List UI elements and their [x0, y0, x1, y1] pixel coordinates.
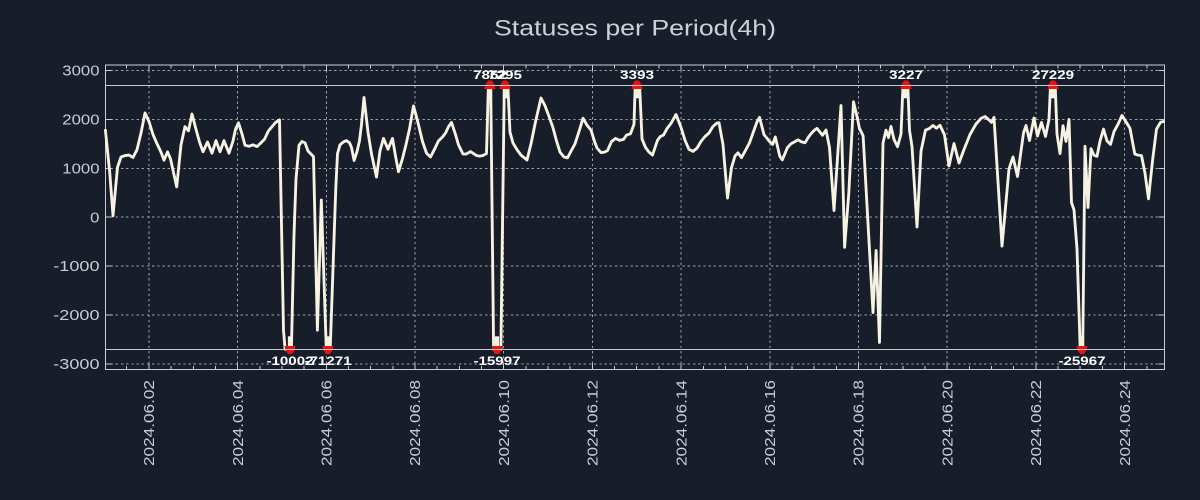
svg-text:0: 0: [90, 210, 99, 226]
svg-text:2024.06.22: 2024.06.22: [1029, 380, 1045, 466]
svg-text:2024.06.16: 2024.06.16: [763, 380, 779, 466]
svg-text:2024.06.24: 2024.06.24: [1118, 380, 1134, 466]
svg-text:-10002: -10002: [267, 354, 314, 368]
svg-text:27229: 27229: [1032, 68, 1074, 82]
svg-text:2024.06.20: 2024.06.20: [940, 380, 956, 466]
svg-text:-71271: -71271: [305, 354, 352, 368]
svg-text:-3000: -3000: [53, 357, 99, 373]
svg-text:-1000: -1000: [53, 259, 99, 275]
svg-text:3000: 3000: [62, 64, 99, 80]
svg-text:Statuses per Period(4h): Statuses per Period(4h): [494, 16, 776, 41]
svg-text:2024.06.14: 2024.06.14: [674, 380, 690, 466]
svg-text:1000: 1000: [62, 161, 99, 177]
svg-text:7295: 7295: [488, 68, 522, 82]
svg-text:7862: 7862: [473, 68, 507, 82]
svg-text:2024.06.12: 2024.06.12: [586, 380, 602, 466]
svg-text:3227: 3227: [889, 68, 923, 82]
svg-text:2024.06.02: 2024.06.02: [142, 380, 158, 466]
svg-text:2024.06.06: 2024.06.06: [320, 380, 336, 466]
svg-text:2024.06.04: 2024.06.04: [231, 380, 247, 466]
svg-text:2024.06.10: 2024.06.10: [497, 380, 513, 466]
svg-text:-2000: -2000: [53, 308, 99, 324]
svg-text:2024.06.08: 2024.06.08: [408, 380, 424, 466]
svg-text:-15997: -15997: [474, 354, 521, 368]
svg-text:2024.06.18: 2024.06.18: [852, 380, 868, 466]
svg-text:2000: 2000: [62, 113, 99, 129]
svg-text:3393: 3393: [620, 68, 654, 82]
svg-text:-25967: -25967: [1059, 354, 1106, 368]
